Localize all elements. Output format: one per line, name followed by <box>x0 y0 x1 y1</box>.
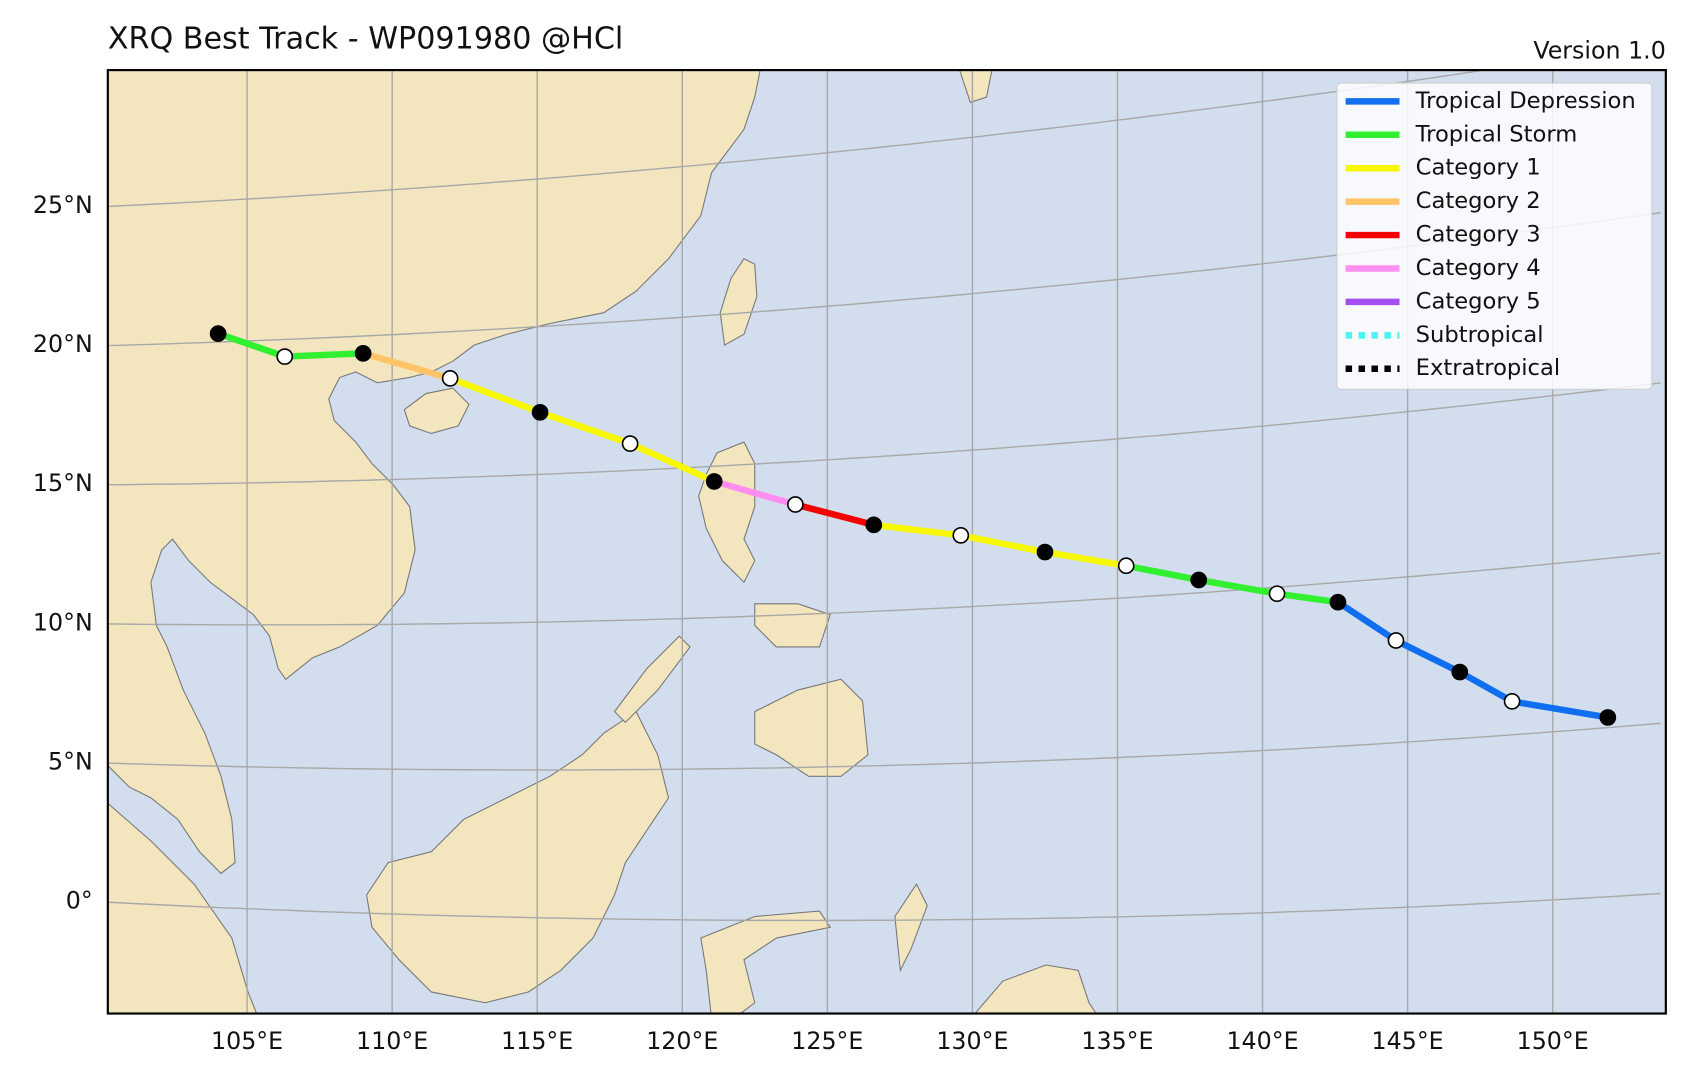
x-tick-label: 105°E <box>211 1027 283 1055</box>
y-tick-label: 25°N <box>33 191 93 219</box>
legend: Tropical Depression Tropical Storm Categor… <box>1336 82 1653 390</box>
track-segment <box>870 521 965 539</box>
x-tick-label: 110°E <box>356 1027 428 1055</box>
track-segment <box>1195 576 1281 597</box>
track-point <box>952 526 970 544</box>
track-point <box>1190 571 1208 589</box>
track-point <box>209 325 227 342</box>
track-point <box>1268 585 1286 603</box>
x-tick-label: 130°E <box>936 1027 1008 1055</box>
track-point <box>1117 557 1135 575</box>
legend-label: Tropical Storm <box>1415 121 1578 147</box>
track-point <box>1599 709 1617 726</box>
track-point <box>354 344 372 362</box>
track-segment <box>1508 698 1612 721</box>
track-point <box>1451 663 1469 681</box>
track-point <box>1036 543 1054 561</box>
new-guinea <box>974 964 1097 1014</box>
borneo <box>366 710 670 1004</box>
track-point <box>1503 693 1521 710</box>
x-tick-label: 150°E <box>1517 1027 1589 1055</box>
axes: 0° 5°N 10°N 15°N 20°N 25°N 105°E 110°E 115°E 120°… <box>33 191 1589 1055</box>
track-segment <box>1122 562 1202 584</box>
legend-label: Category 5 <box>1416 288 1541 314</box>
legend-label: Category 2 <box>1416 188 1541 214</box>
y-tick-label: 5°N <box>48 748 93 776</box>
track-point <box>621 435 639 452</box>
palawan <box>613 635 691 724</box>
track-point <box>705 473 723 490</box>
track-segment <box>281 350 367 360</box>
track-segment <box>1334 598 1400 644</box>
x-tick-label: 135°E <box>1081 1027 1153 1055</box>
x-tick-label: 145°E <box>1372 1027 1444 1055</box>
land <box>107 70 1097 1014</box>
track-point <box>441 370 459 387</box>
track-segment <box>446 375 544 416</box>
y-tick-label: 0° <box>66 887 93 915</box>
track-segment <box>1273 590 1342 606</box>
map-frame <box>106 69 1667 1015</box>
legend-label: Subtropical <box>1416 322 1544 348</box>
grid-line <box>107 382 1661 486</box>
grid-line <box>107 552 1661 626</box>
legend-label: Category 4 <box>1416 255 1541 281</box>
chart-title: XRQ Best Track - WP091980 @HCl <box>108 21 624 56</box>
sulawesi <box>700 910 832 1014</box>
chart-subtitle: Version 1.0 <box>1533 36 1665 64</box>
track-segment <box>792 501 878 529</box>
track-segment <box>1392 637 1464 676</box>
track-segment <box>1456 668 1516 705</box>
track-segment <box>710 478 799 508</box>
legend-box <box>1336 82 1653 390</box>
x-tick-label: 140°E <box>1226 1027 1298 1055</box>
track-point <box>1387 632 1405 649</box>
track-point <box>531 403 549 421</box>
mainland-asia <box>107 70 761 875</box>
track-segment <box>359 350 454 382</box>
legend-label: Extratropical <box>1416 355 1560 381</box>
track <box>209 325 1617 726</box>
grid-line <box>107 892 1661 922</box>
legend-label: Category 1 <box>1416 155 1541 181</box>
track-segment <box>214 330 288 360</box>
x-tick-label: 125°E <box>791 1027 863 1055</box>
y-tick-label: 20°N <box>33 330 93 358</box>
y-tick-label: 10°N <box>33 608 93 636</box>
track-segment <box>626 440 718 485</box>
y-tick-label: 15°N <box>33 469 93 497</box>
halmahera <box>894 883 928 973</box>
legend-label: Category 3 <box>1416 222 1541 248</box>
track-point <box>865 516 883 534</box>
sumatra <box>107 802 258 1014</box>
x-tick-label: 120°E <box>646 1027 718 1055</box>
hainan <box>403 387 470 435</box>
track-segment <box>1041 548 1130 569</box>
track-segment <box>536 409 634 447</box>
grid-line <box>107 722 1661 771</box>
track-segment <box>957 532 1049 556</box>
kyushu <box>959 70 993 104</box>
legend-label: Tropical Depression <box>1415 88 1636 114</box>
track-point <box>1329 593 1347 611</box>
x-tick-label: 115°E <box>501 1027 573 1055</box>
track-point <box>787 496 804 513</box>
track-point <box>276 348 294 365</box>
grid-line <box>107 70 1489 208</box>
taiwan <box>719 258 758 346</box>
